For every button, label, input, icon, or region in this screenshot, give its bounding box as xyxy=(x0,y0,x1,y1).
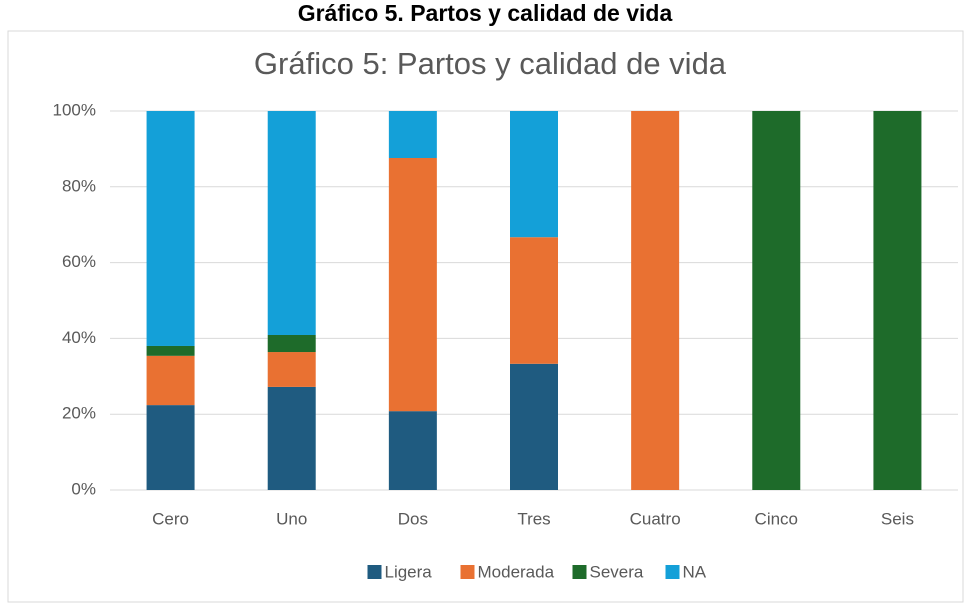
x-tick-label: Seis xyxy=(881,509,914,528)
bar-segment xyxy=(267,334,316,353)
legend-label: Moderada xyxy=(478,562,555,581)
y-tick-label: 60% xyxy=(62,252,96,271)
y-tick-label: 40% xyxy=(62,328,96,347)
chart-title: Gráfico 5: Partos y calidad de vida xyxy=(254,46,727,81)
bar-segment xyxy=(752,111,801,490)
x-tick-label: Tres xyxy=(517,509,550,528)
bar-segment xyxy=(267,386,316,490)
x-tick-label: Uno xyxy=(276,509,307,528)
bar-segment xyxy=(388,411,437,490)
x-tick-label: Dos xyxy=(398,509,428,528)
bar-segment xyxy=(510,363,558,490)
legend-label: Ligera xyxy=(385,562,433,581)
legend-swatch xyxy=(665,565,680,579)
legend-label: Severa xyxy=(590,562,644,581)
y-tick-label: 100% xyxy=(53,100,96,119)
bar-segment xyxy=(388,111,437,158)
bar-segment xyxy=(873,111,922,490)
bar-segment xyxy=(631,111,680,490)
bar-segment xyxy=(267,352,316,387)
legend-swatch xyxy=(367,565,382,579)
x-tick-label: Cuatro xyxy=(630,509,681,528)
bar-segment xyxy=(146,405,195,490)
bar-segment xyxy=(510,111,558,238)
bar-segment xyxy=(267,111,316,335)
bar-segment xyxy=(146,355,195,406)
y-tick-label: 80% xyxy=(62,176,96,195)
x-tick-label: Cero xyxy=(152,509,189,528)
x-tick-label: Cinco xyxy=(755,509,798,528)
bar-segment xyxy=(146,111,195,346)
bar-segment xyxy=(388,157,437,412)
y-tick-label: 20% xyxy=(62,404,96,423)
y-tick-label: 0% xyxy=(71,479,96,498)
page-title: Gráfico 5. Partos y calidad de vida xyxy=(298,0,673,26)
legend-swatch xyxy=(460,565,475,579)
legend-swatch xyxy=(572,565,587,579)
bar-segment xyxy=(510,237,558,364)
bar-segment xyxy=(146,345,195,356)
legend-label: NA xyxy=(683,562,707,581)
